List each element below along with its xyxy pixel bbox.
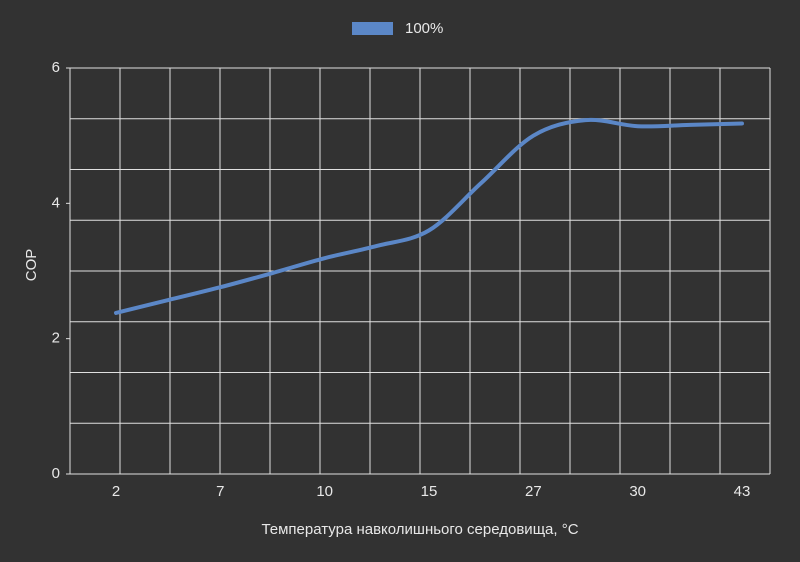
x-tick-label: 15 [421, 483, 438, 500]
x-tick-label: 30 [629, 483, 646, 500]
y-tick-label: 6 [52, 59, 60, 76]
y-tick-label: 4 [52, 194, 60, 211]
series-line [114, 117, 744, 315]
y-tick-label: 0 [52, 465, 60, 482]
x-tick-label: 27 [525, 483, 542, 500]
x-tick-label: 10 [316, 483, 333, 500]
x-tick-label: 7 [216, 483, 224, 500]
x-tick-label: 43 [734, 483, 751, 500]
legend-swatch [352, 22, 393, 35]
y-axis-title: COP [23, 249, 40, 282]
x-axis-title: Температура навколишнього середовища, °C [261, 521, 578, 538]
x-tick-label: 2 [112, 483, 120, 500]
y-tick-label: 2 [52, 330, 60, 347]
legend-label: 100% [405, 20, 443, 37]
